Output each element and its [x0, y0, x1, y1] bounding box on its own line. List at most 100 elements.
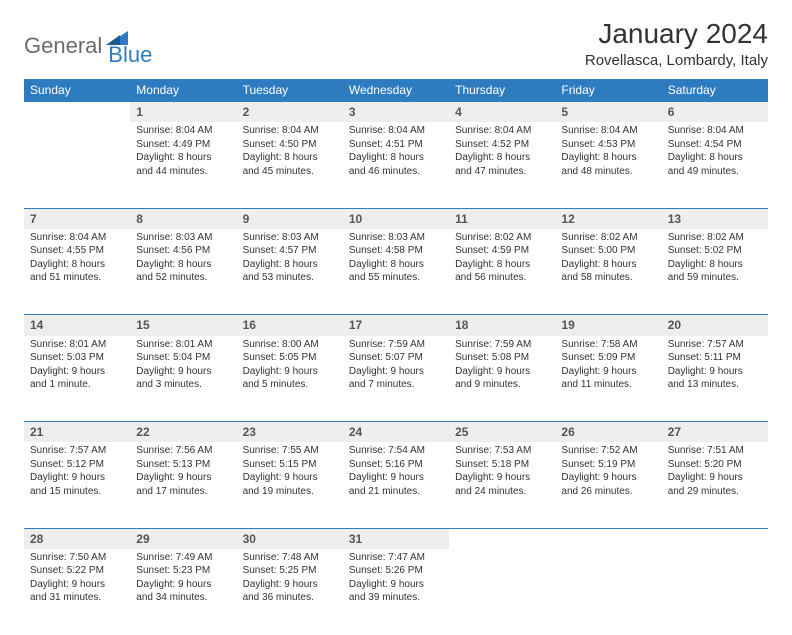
day-number-cell: 20	[662, 315, 768, 336]
day-info-line: Sunset: 4:54 PM	[668, 138, 762, 152]
day-info-line: and 7 minutes.	[349, 378, 443, 392]
day-info-line: Daylight: 9 hours	[349, 471, 443, 485]
day-info-line: Daylight: 8 hours	[455, 258, 549, 272]
location-text: Rovellasca, Lombardy, Italy	[585, 52, 768, 69]
day-info-line: Daylight: 8 hours	[136, 151, 230, 165]
day-info-line: and 31 minutes.	[30, 591, 124, 605]
day-content-cell	[555, 549, 661, 635]
weekday-header: Saturday	[662, 79, 768, 102]
day-content-cell: Sunrise: 7:55 AMSunset: 5:15 PMDaylight:…	[237, 442, 343, 528]
day-info-line: Sunrise: 8:04 AM	[668, 124, 762, 138]
day-info-line: and 45 minutes.	[243, 165, 337, 179]
day-number-cell	[662, 528, 768, 549]
day-number-cell: 31	[343, 528, 449, 549]
day-info-line: Sunset: 4:50 PM	[243, 138, 337, 152]
day-number-cell: 28	[24, 528, 130, 549]
day-number-cell: 23	[237, 422, 343, 443]
day-info-line: and 53 minutes.	[243, 271, 337, 285]
day-info-line: Daylight: 9 hours	[455, 471, 549, 485]
day-info-line: Sunrise: 8:04 AM	[30, 231, 124, 245]
day-info-line: and 19 minutes.	[243, 485, 337, 499]
day-number-cell	[24, 102, 130, 123]
day-info-line: Daylight: 9 hours	[243, 365, 337, 379]
day-info-line: Sunset: 4:56 PM	[136, 244, 230, 258]
day-info-line: and 11 minutes.	[561, 378, 655, 392]
day-info-line: Daylight: 9 hours	[243, 471, 337, 485]
day-number-cell: 26	[555, 422, 661, 443]
day-number-cell: 16	[237, 315, 343, 336]
day-info-line: Sunrise: 7:47 AM	[349, 551, 443, 565]
day-number-cell: 6	[662, 102, 768, 123]
day-content-cell: Sunrise: 8:04 AMSunset: 4:54 PMDaylight:…	[662, 122, 768, 208]
day-info-line: and 1 minute.	[30, 378, 124, 392]
day-info-line: Daylight: 8 hours	[136, 258, 230, 272]
day-info-line: Daylight: 8 hours	[349, 151, 443, 165]
day-info-line: Sunrise: 8:04 AM	[455, 124, 549, 138]
day-info-line: Sunset: 4:57 PM	[243, 244, 337, 258]
day-content-cell: Sunrise: 8:04 AMSunset: 4:52 PMDaylight:…	[449, 122, 555, 208]
day-info-line: Daylight: 9 hours	[136, 471, 230, 485]
day-info-line: Daylight: 8 hours	[455, 151, 549, 165]
day-number-row: 14151617181920	[24, 315, 768, 336]
day-content-cell: Sunrise: 8:01 AMSunset: 5:04 PMDaylight:…	[130, 336, 236, 422]
day-number-cell: 14	[24, 315, 130, 336]
day-content-cell: Sunrise: 7:47 AMSunset: 5:26 PMDaylight:…	[343, 549, 449, 635]
day-info-line: and 56 minutes.	[455, 271, 549, 285]
weekday-header: Sunday	[24, 79, 130, 102]
day-info-line: Sunset: 4:52 PM	[455, 138, 549, 152]
day-content-row: Sunrise: 7:50 AMSunset: 5:22 PMDaylight:…	[24, 549, 768, 635]
day-info-line: and 59 minutes.	[668, 271, 762, 285]
month-title: January 2024	[585, 18, 768, 50]
day-content-row: Sunrise: 8:01 AM Sunset: 5:03 PM Daylight:…	[24, 336, 768, 422]
day-info-line: and 58 minutes.	[561, 271, 655, 285]
day-info-line: Sunrise: 7:53 AM	[455, 444, 549, 458]
day-info-line: Daylight: 9 hours	[30, 471, 124, 485]
day-content-cell: Sunrise: 8:03 AMSunset: 4:56 PMDaylight:…	[130, 229, 236, 315]
day-info-line: Sunset: 5:15 PM	[243, 458, 337, 472]
day-number-cell: 7	[24, 208, 130, 229]
brand-text-blue: Blue	[108, 42, 152, 68]
day-info-line: Daylight: 9 hours	[349, 365, 443, 379]
day-info-line: Sunrise: 7:58 AM	[561, 338, 655, 352]
day-number-cell: 2	[237, 102, 343, 123]
day-content-cell	[24, 122, 130, 208]
day-info-line: Sunrise: 7:59 AM	[349, 338, 443, 352]
day-info-line: Sunset: 5:11 PM	[668, 351, 762, 365]
day-info-line: Sunrise: 7:59 AM	[455, 338, 549, 352]
day-number-row: 28293031	[24, 528, 768, 549]
day-content-cell: Sunrise: 7:48 AMSunset: 5:25 PMDaylight:…	[237, 549, 343, 635]
day-info-line: and 9 minutes.	[455, 378, 549, 392]
day-info-line: Daylight: 8 hours	[243, 258, 337, 272]
day-info-line: Sunrise: 8:02 AM	[455, 231, 549, 245]
day-number-cell: 27	[662, 422, 768, 443]
day-content-cell: Sunrise: 7:59 AMSunset: 5:08 PMDaylight:…	[449, 336, 555, 422]
day-content-cell: Sunrise: 8:03 AMSunset: 4:58 PMDaylight:…	[343, 229, 449, 315]
day-info-line: Sunset: 4:53 PM	[561, 138, 655, 152]
day-content-cell: Sunrise: 7:51 AMSunset: 5:20 PMDaylight:…	[662, 442, 768, 528]
day-number-row: 21222324252627	[24, 422, 768, 443]
day-info-line: and 17 minutes.	[136, 485, 230, 499]
day-info-line: and 49 minutes.	[668, 165, 762, 179]
day-info-line: Sunrise: 7:52 AM	[561, 444, 655, 458]
day-number-cell: 29	[130, 528, 236, 549]
day-info-line: Sunrise: 8:01 AM	[136, 338, 230, 352]
day-info-line: Sunrise: 8:02 AM	[561, 231, 655, 245]
day-number-row: 78910111213	[24, 208, 768, 229]
day-info-line: Sunrise: 7:51 AM	[668, 444, 762, 458]
day-info-line: Daylight: 8 hours	[561, 258, 655, 272]
weekday-header: Monday	[130, 79, 236, 102]
day-info-line: Sunset: 5:22 PM	[30, 564, 124, 578]
day-info-line: Sunrise: 8:00 AM	[243, 338, 337, 352]
day-info-line: Sunset: 5:18 PM	[455, 458, 549, 472]
day-info-line: and 13 minutes.	[668, 378, 762, 392]
day-info-line: Sunset: 4:59 PM	[455, 244, 549, 258]
day-number-cell: 17	[343, 315, 449, 336]
day-info-line: and 5 minutes.	[243, 378, 337, 392]
day-info-line: Sunrise: 7:57 AM	[30, 444, 124, 458]
day-info-line: Sunset: 5:03 PM	[30, 351, 124, 365]
day-info-line: and 34 minutes.	[136, 591, 230, 605]
day-info-line: Daylight: 8 hours	[349, 258, 443, 272]
day-content-row: Sunrise: 8:04 AMSunset: 4:49 PMDaylight:…	[24, 122, 768, 208]
day-info-line: Sunset: 5:12 PM	[30, 458, 124, 472]
day-number-cell: 12	[555, 208, 661, 229]
